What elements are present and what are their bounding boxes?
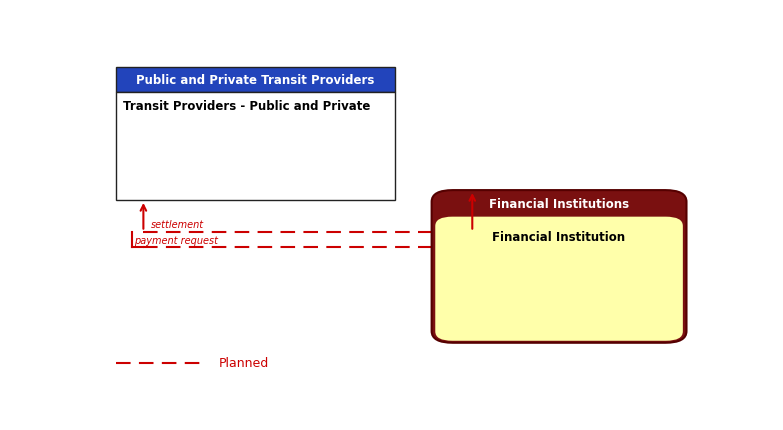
Text: Planned: Planned [219, 356, 269, 369]
Text: Public and Private Transit Providers: Public and Private Transit Providers [136, 74, 375, 87]
Text: payment request: payment request [134, 235, 218, 245]
Text: settlement: settlement [150, 219, 204, 229]
Text: Transit Providers - Public and Private: Transit Providers - Public and Private [124, 100, 370, 113]
FancyBboxPatch shape [116, 93, 395, 200]
Text: Financial Institutions: Financial Institutions [489, 197, 629, 210]
Text: Financial Institution: Financial Institution [493, 230, 626, 243]
FancyBboxPatch shape [431, 190, 687, 343]
FancyBboxPatch shape [116, 68, 395, 93]
FancyBboxPatch shape [435, 217, 683, 341]
